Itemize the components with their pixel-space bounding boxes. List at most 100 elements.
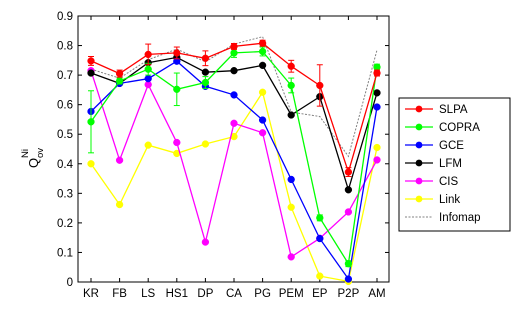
legend-marker — [415, 195, 423, 203]
data-point — [316, 234, 324, 243]
legend-entries: SLPA COPRA GCE LFM CIS Link Infomap — [405, 104, 481, 224]
data-point — [258, 39, 267, 47]
legend-item-cis: CIS — [405, 176, 459, 188]
data-point — [373, 156, 381, 164]
data-point — [258, 129, 267, 137]
data-point — [201, 78, 210, 87]
data-point — [230, 119, 238, 127]
data-point — [115, 69, 124, 78]
series-slpa — [87, 39, 381, 177]
legend-marker — [415, 141, 423, 149]
x-tick-label: HS1 — [166, 288, 188, 300]
y-tick-label: 0.2 — [57, 218, 73, 230]
data-point — [287, 203, 295, 211]
legend-marker — [415, 123, 423, 131]
y-tick-label: 0.6 — [57, 100, 73, 112]
data-point — [287, 253, 295, 261]
x-tick-label: CA — [226, 288, 242, 300]
y-tick-label: 0.7 — [57, 70, 73, 82]
data-point — [144, 50, 152, 59]
data-point — [230, 49, 238, 57]
data-point — [373, 69, 381, 77]
data-point — [144, 65, 152, 73]
y-axis-label-base: Q — [26, 158, 41, 168]
data-point — [87, 57, 95, 65]
data-point — [316, 272, 324, 280]
y-tick-label: 0.4 — [57, 159, 74, 171]
data-point — [87, 69, 95, 77]
legend-label: COPRA — [439, 122, 480, 134]
y-axis-label-sup: Ni — [20, 149, 31, 158]
legend-label: CIS — [439, 176, 459, 188]
y-tick-label: 0.3 — [57, 188, 73, 200]
y-tick-label: 0.8 — [57, 41, 73, 53]
legend-marker — [415, 159, 423, 167]
series-lfm — [87, 53, 381, 194]
data-point — [201, 54, 210, 62]
data-point — [287, 111, 295, 119]
data-point — [373, 103, 381, 111]
x-axis: KR FB LS HS1 DP CA PG PEM EP P2P AM — [83, 16, 386, 300]
legend-item-infomap: Infomap — [405, 212, 481, 224]
data-point — [230, 91, 238, 99]
x-tick-label: P2P — [338, 288, 360, 300]
x-tick-label: EP — [312, 288, 328, 300]
data-point — [230, 42, 238, 51]
legend-item-link: Link — [405, 194, 460, 206]
y-axis: 0 0.1 0.2 0.3 0.4 0.5 0.6 0.7 0.8 0.9 — [57, 11, 389, 289]
data-point — [201, 140, 210, 148]
data-point — [287, 81, 295, 90]
data-point — [373, 143, 381, 152]
legend-item-gce: GCE — [405, 140, 464, 152]
x-tick-label: PEM — [279, 288, 304, 300]
data-point — [373, 89, 381, 97]
x-tick-label: AM — [368, 288, 385, 300]
data-point — [344, 208, 353, 216]
data-point — [173, 49, 181, 57]
data-point — [258, 116, 267, 124]
data-point — [115, 200, 124, 209]
data-point — [144, 141, 152, 149]
legend-marker — [415, 105, 423, 113]
x-tick-label: KR — [83, 288, 99, 300]
data-point — [173, 138, 181, 147]
data-point — [201, 238, 210, 246]
data-point — [87, 160, 95, 168]
legend-label: Infomap — [439, 212, 481, 224]
y-axis-label-sub: ov — [35, 148, 46, 158]
series-layer — [87, 36, 381, 286]
y-axis-label: Q ov Ni — [20, 148, 46, 168]
legend-item-lfm: LFM — [405, 158, 462, 170]
data-point — [344, 275, 353, 283]
data-point — [316, 214, 324, 222]
legend-item-copra: COPRA — [405, 122, 480, 134]
legend: SLPA COPRA GCE LFM CIS Link Infomap — [398, 97, 511, 232]
data-point — [287, 62, 295, 70]
y-tick-label: 0.1 — [57, 247, 73, 259]
legend-label: Link — [439, 194, 460, 206]
data-point — [87, 118, 95, 126]
legend-item-slpa: SLPA — [405, 104, 468, 116]
data-point — [201, 68, 210, 76]
data-point — [230, 67, 238, 75]
y-tick-label: 0.9 — [57, 11, 73, 23]
data-point — [344, 186, 353, 194]
data-point — [115, 77, 124, 85]
data-point — [115, 156, 124, 164]
data-point — [258, 47, 267, 56]
legend-marker — [415, 177, 423, 185]
data-point — [173, 85, 181, 93]
legend-label: LFM — [439, 158, 462, 170]
y-tick-label: 0.5 — [57, 129, 73, 141]
data-point — [316, 81, 324, 90]
y-tick-label: 0 — [67, 277, 73, 289]
data-point — [258, 61, 267, 70]
x-tick-label: DP — [197, 288, 213, 300]
data-point — [258, 88, 267, 96]
x-tick-label: PG — [254, 288, 271, 300]
plot-area — [77, 15, 390, 283]
data-point — [344, 260, 353, 268]
legend-label: SLPA — [439, 104, 468, 116]
legend-label: GCE — [439, 140, 464, 152]
